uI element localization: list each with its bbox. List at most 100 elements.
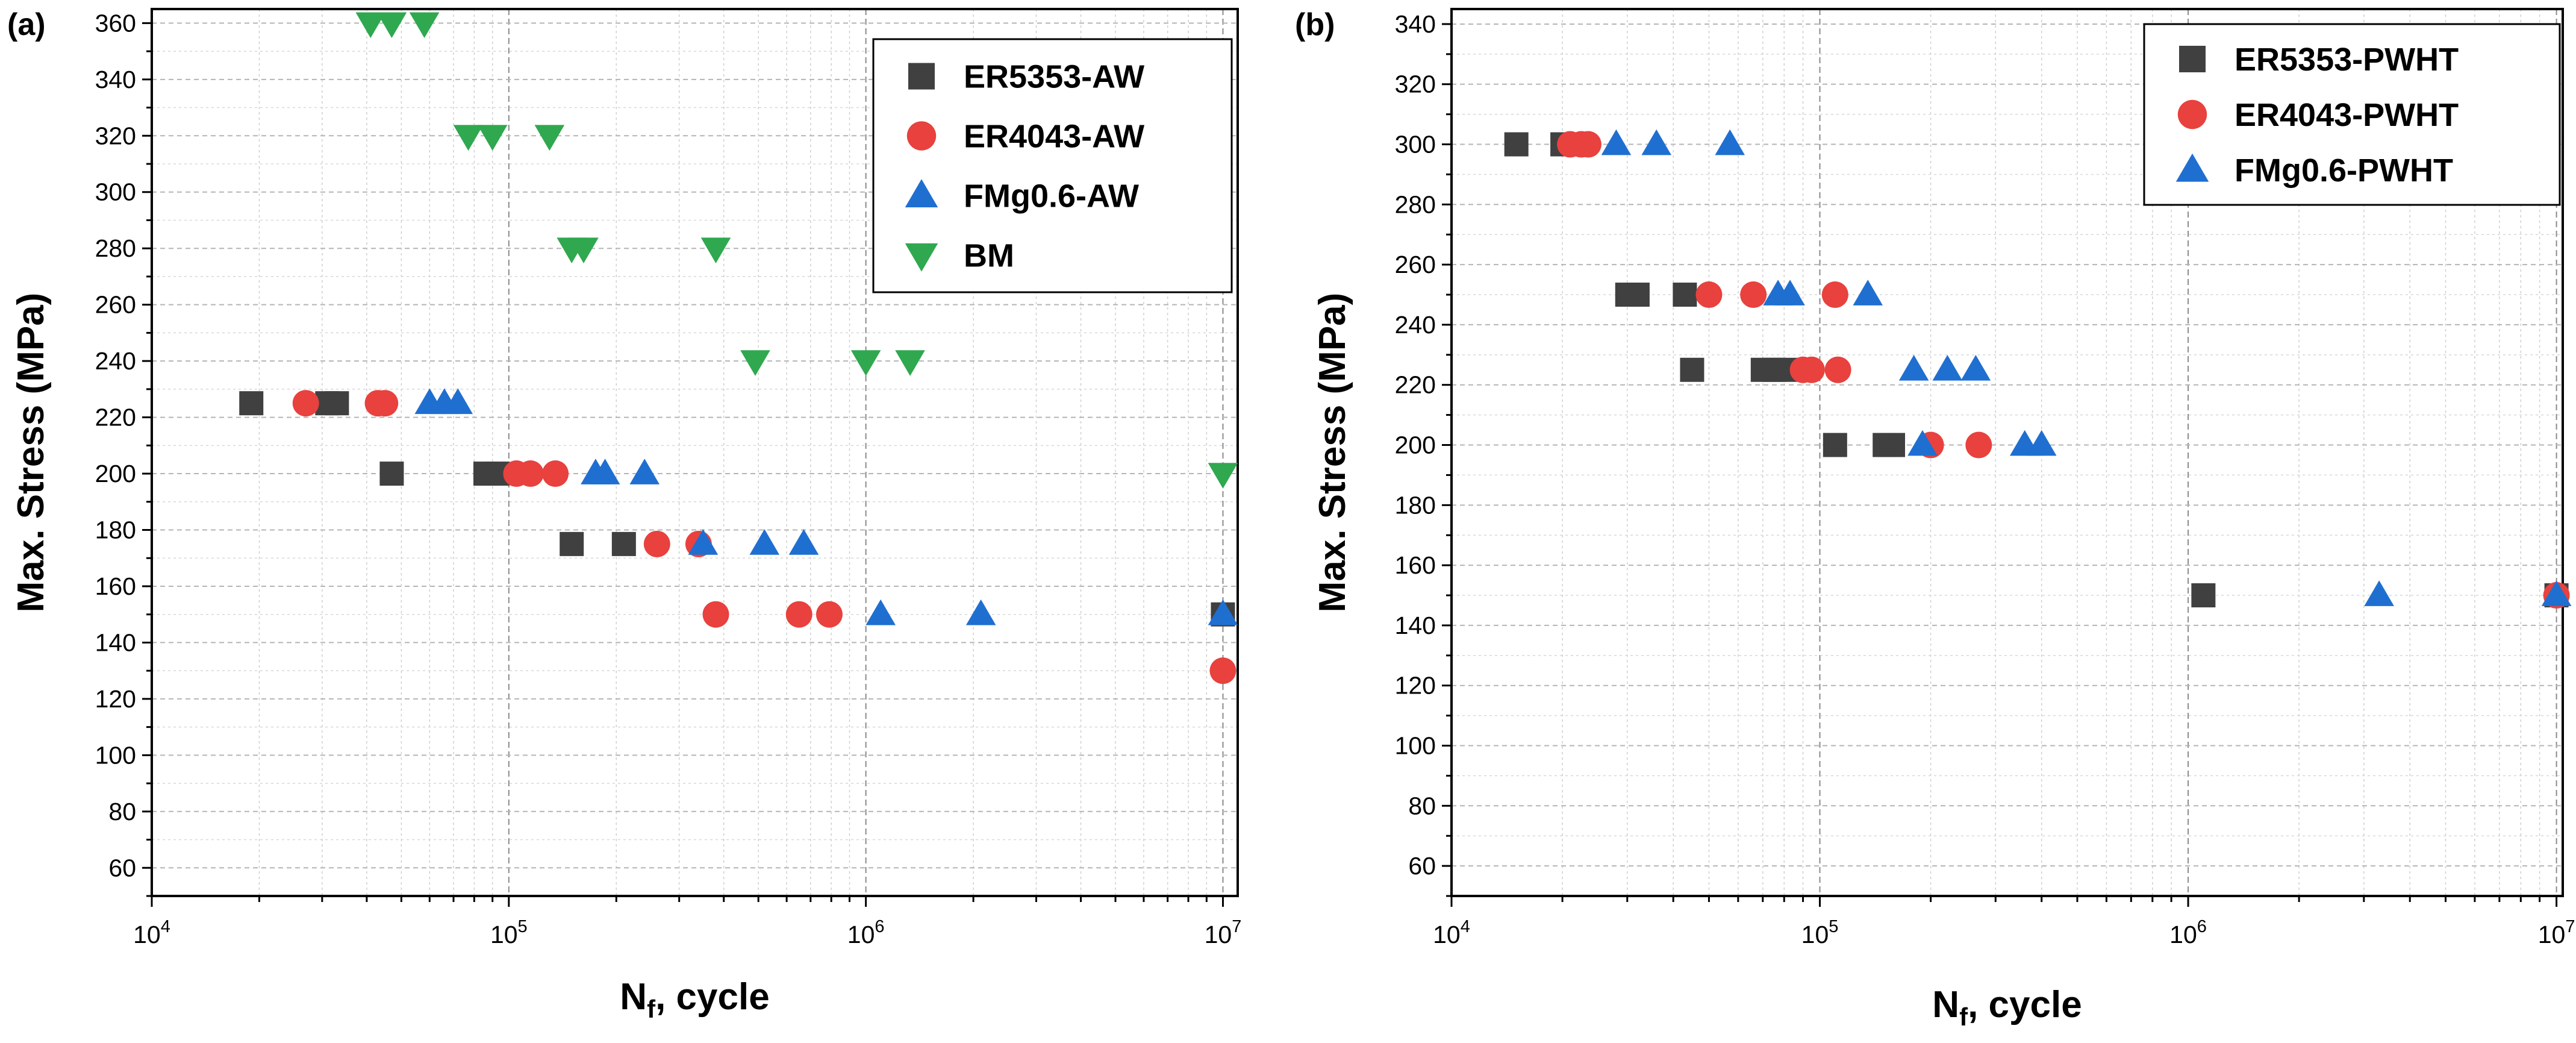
data-point <box>542 460 569 487</box>
x-title-main: N <box>1932 984 1959 1026</box>
x-axis-title: Nf, cycle <box>620 976 769 1023</box>
data-point <box>1680 357 1704 382</box>
legend-label: BM <box>964 238 1014 274</box>
data-point <box>688 529 719 555</box>
data-point <box>325 391 349 416</box>
x-title-main: N <box>620 976 647 1018</box>
x-tick-base: 10 <box>1205 921 1232 948</box>
axes-frame <box>151 8 1239 897</box>
x-tick-base: 10 <box>133 921 161 948</box>
legend-marker <box>906 121 937 151</box>
x-tick-exponent: 7 <box>2565 917 2575 936</box>
x-axis-title: Nf, cycle <box>1932 984 2082 1031</box>
data-point <box>1881 433 1906 457</box>
legend-label: ER5353-AW <box>964 59 1144 95</box>
y-axis-title: Max. Stress (MPa) <box>10 293 52 613</box>
data-point <box>376 12 407 39</box>
x-tick-exponent: 4 <box>1461 917 1470 936</box>
y-tick-label: 80 <box>1408 792 1436 819</box>
y-tick-label: 160 <box>1395 551 1436 579</box>
data-point <box>1960 354 1991 381</box>
data-point <box>865 599 896 625</box>
y-tick-label: 140 <box>1395 612 1436 639</box>
data-point <box>1853 280 1883 305</box>
y-tick-label: 80 <box>108 798 136 825</box>
y-tick-label: 140 <box>95 628 136 656</box>
y-tick-label: 180 <box>1395 491 1436 519</box>
data-point <box>443 388 473 415</box>
data-point <box>1673 283 1697 307</box>
x-title-subscript: f <box>647 995 656 1023</box>
y-tick-label: 120 <box>1395 672 1436 700</box>
y-tick-label: 60 <box>1408 852 1436 880</box>
x-tick-exponent: 6 <box>875 917 884 936</box>
data-point <box>590 459 620 484</box>
chart-panel-1: 60 80 100 120 140 160 180 200 220 240 260 280 300 320… <box>1295 7 2575 1031</box>
data-point <box>643 530 670 557</box>
y-tick-label: 280 <box>95 234 136 262</box>
legend-marker <box>2175 153 2209 182</box>
x-title-rest: , cycle <box>1968 984 2082 1026</box>
data-point <box>1798 356 1825 383</box>
series-FMg0.6-AW <box>414 388 1238 625</box>
y-axis-title: Max. Stress (MPa) <box>1312 293 1353 613</box>
y-tick-label: 300 <box>95 178 136 206</box>
data-point <box>2541 580 2572 606</box>
data-point <box>1209 657 1237 684</box>
x-tick-label: 104 <box>133 917 170 948</box>
y-tick-label: 260 <box>95 291 136 319</box>
series-ER4043-PWHT <box>1557 131 2570 609</box>
data-point <box>740 350 770 376</box>
data-point <box>965 599 996 625</box>
x-tick-base: 10 <box>1433 921 1461 948</box>
legend-marker <box>2179 46 2206 72</box>
y-tick-label: 340 <box>95 66 136 93</box>
y-tick-label: 260 <box>1395 251 1436 278</box>
y-tick-label: 220 <box>95 404 136 431</box>
x-tick-label: 105 <box>490 917 528 948</box>
data-point <box>2026 430 2057 456</box>
x-tick-exponent: 7 <box>1232 917 1241 936</box>
data-point <box>895 350 925 376</box>
axes-frame <box>1450 8 2564 897</box>
x-tick-base: 10 <box>1801 921 1829 948</box>
x-tick-exponent: 5 <box>1829 917 1838 936</box>
data-point <box>1898 354 1929 381</box>
y-tick-label: 320 <box>1395 70 1436 98</box>
x-tick-label: 107 <box>1205 917 1242 948</box>
data-point <box>1574 131 1601 158</box>
data-point <box>816 601 843 628</box>
gridlines <box>152 9 1238 897</box>
data-point <box>239 391 264 416</box>
legend-marker <box>2177 99 2207 130</box>
data-point <box>1823 433 1847 457</box>
y-tick-label: 100 <box>95 741 136 769</box>
data-point <box>534 125 565 151</box>
data-point <box>409 12 440 39</box>
legend-label: ER4043-PWHT <box>2235 97 2459 133</box>
y-tick-label: 240 <box>1395 311 1436 339</box>
legend-label: ER5353-PWHT <box>2235 42 2459 78</box>
legend-box <box>2143 23 2561 206</box>
x-tick-base: 10 <box>490 921 518 948</box>
y-axis: 60 80 100 120 140 160 180 200 220 240 260 280 300 320… <box>1395 10 1452 897</box>
series-BM <box>355 12 1238 489</box>
data-point <box>1641 129 1671 155</box>
data-point <box>749 529 780 555</box>
y-tick-label: 100 <box>1395 732 1436 760</box>
y-tick-label: 200 <box>95 460 136 487</box>
x-tick-exponent: 4 <box>161 917 170 936</box>
y-tick-label: 120 <box>95 685 136 713</box>
x-axis: 104 105 106 107 <box>1433 896 2575 948</box>
data-point <box>788 529 819 555</box>
data-point <box>1740 281 1767 309</box>
data-point <box>702 601 729 628</box>
data-point <box>1715 129 1745 155</box>
x-tick-base: 10 <box>847 921 875 948</box>
legend-marker <box>908 63 935 90</box>
legend-label: FMg0.6-PWHT <box>2235 152 2453 189</box>
legend: ER5353-PWHT ER4043-PWHT FMg0.6-PWHT <box>2143 23 2561 206</box>
series-FMg0.6-PWHT <box>1601 129 2572 606</box>
data-point <box>560 531 584 556</box>
